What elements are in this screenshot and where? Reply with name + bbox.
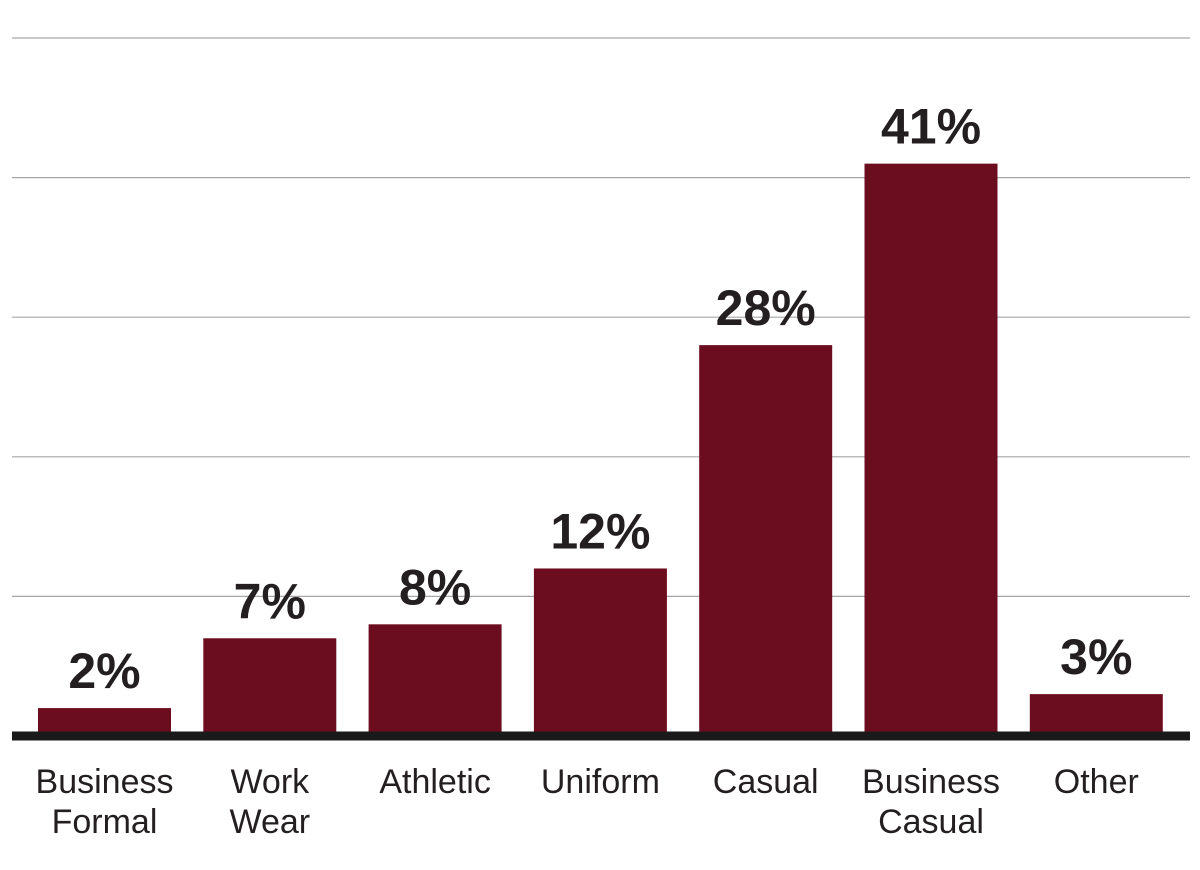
x-tick-label-line: Business [862,763,1000,801]
data-label: 12% [550,503,650,559]
data-label: 2% [68,643,140,699]
x-tick-label: Work Wear [229,763,310,841]
bar [864,163,998,736]
x-tick-label-line: Athletic [379,763,491,801]
bar [203,638,337,736]
x-tick-label-line: Work [230,763,310,801]
data-label: 28% [716,280,816,336]
x-tick-label-line: Wear [229,803,310,841]
x-tick-label: Business Casual [862,763,1000,841]
bar [368,624,502,736]
x-tick-label-line: Business [36,763,174,801]
x-tick-label: Athletic [379,763,491,801]
bars [38,163,1163,736]
x-tick-label-line: Formal [52,803,158,841]
x-tick-label: Business Formal [36,763,174,841]
x-tick-label-line: Uniform [541,763,660,801]
data-label: 8% [399,559,471,615]
value-labels: 2% 7% 8% 12% 28% 41% 3% [68,99,1132,699]
x-tick-label: Casual [713,763,819,801]
bar [38,708,171,736]
x-tick-label: Uniform [541,763,660,801]
data-label: 3% [1060,629,1132,685]
bar [1029,694,1163,736]
data-label: 7% [234,573,306,629]
x-tick-label-line: Casual [878,803,984,841]
bar [533,568,667,736]
x-tick-label: Other [1054,763,1139,801]
data-label: 41% [881,99,981,155]
x-tick-label-line: Casual [713,763,819,801]
x-tick-label-line: Other [1054,763,1139,801]
bar [699,345,833,736]
